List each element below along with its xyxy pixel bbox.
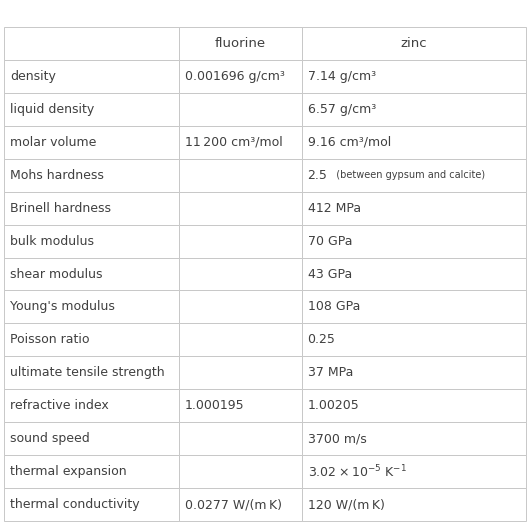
Bar — [179, 60, 302, 93]
Text: thermal expansion: thermal expansion — [10, 465, 126, 478]
Bar — [302, 356, 526, 389]
Bar — [179, 192, 302, 225]
Bar — [179, 27, 302, 60]
Bar — [179, 455, 302, 488]
Bar — [179, 225, 302, 258]
Text: 108 GPa: 108 GPa — [307, 300, 360, 313]
Text: $3.02\times10^{-5}\ \mathrm{K}^{-1}$: $3.02\times10^{-5}\ \mathrm{K}^{-1}$ — [307, 463, 406, 480]
Text: 1.000195: 1.000195 — [185, 399, 244, 412]
Text: Brinell hardness: Brinell hardness — [10, 202, 111, 215]
Text: 6.57 g/cm³: 6.57 g/cm³ — [307, 103, 376, 116]
Bar — [302, 323, 526, 356]
Text: 412 MPa: 412 MPa — [307, 202, 361, 215]
Bar — [4, 323, 179, 356]
Text: 9.16 cm³/mol: 9.16 cm³/mol — [307, 136, 391, 149]
Text: 70 GPa: 70 GPa — [307, 235, 352, 248]
Text: Poisson ratio: Poisson ratio — [10, 333, 89, 346]
Bar — [302, 159, 526, 192]
Bar — [302, 455, 526, 488]
Bar — [302, 258, 526, 290]
Text: Mohs hardness: Mohs hardness — [10, 169, 104, 182]
Text: 1.00205: 1.00205 — [307, 399, 359, 412]
Text: 0.25: 0.25 — [307, 333, 335, 346]
Bar — [302, 389, 526, 422]
Bar — [4, 488, 179, 521]
Bar — [4, 60, 179, 93]
Bar — [302, 126, 526, 159]
Bar — [179, 126, 302, 159]
Text: fluorine: fluorine — [215, 37, 266, 50]
Text: 7.14 g/cm³: 7.14 g/cm³ — [307, 70, 376, 83]
Text: 0.0277 W/(m K): 0.0277 W/(m K) — [185, 498, 282, 511]
Text: refractive index: refractive index — [10, 399, 109, 412]
Bar — [4, 258, 179, 290]
Text: 3700 m/s: 3700 m/s — [307, 432, 366, 445]
Bar — [4, 356, 179, 389]
Text: 43 GPa: 43 GPa — [307, 268, 352, 280]
Bar — [302, 422, 526, 455]
Bar — [302, 93, 526, 126]
Bar — [179, 290, 302, 323]
Bar — [302, 27, 526, 60]
Bar — [179, 323, 302, 356]
Bar — [302, 290, 526, 323]
Text: (between gypsum and calcite): (between gypsum and calcite) — [330, 170, 485, 180]
Text: thermal conductivity: thermal conductivity — [10, 498, 140, 511]
Bar — [4, 290, 179, 323]
Text: 120 W/(m K): 120 W/(m K) — [307, 498, 385, 511]
Text: shear modulus: shear modulus — [10, 268, 103, 280]
Bar — [4, 126, 179, 159]
Text: zinc: zinc — [400, 37, 427, 50]
Bar — [4, 93, 179, 126]
Bar — [302, 488, 526, 521]
Text: Young's modulus: Young's modulus — [10, 300, 115, 313]
Bar — [302, 192, 526, 225]
Bar — [4, 389, 179, 422]
Bar — [4, 455, 179, 488]
Bar — [179, 422, 302, 455]
Text: ultimate tensile strength: ultimate tensile strength — [10, 366, 165, 379]
Bar — [179, 356, 302, 389]
Bar — [179, 488, 302, 521]
Text: 0.001696 g/cm³: 0.001696 g/cm³ — [185, 70, 285, 83]
Text: 11 200 cm³/mol: 11 200 cm³/mol — [185, 136, 282, 149]
Bar — [302, 60, 526, 93]
Text: density: density — [10, 70, 56, 83]
Bar — [179, 159, 302, 192]
Bar — [4, 192, 179, 225]
Bar — [302, 225, 526, 258]
Bar — [4, 422, 179, 455]
Bar — [179, 93, 302, 126]
Text: molar volume: molar volume — [10, 136, 96, 149]
Bar — [4, 159, 179, 192]
Text: liquid density: liquid density — [10, 103, 94, 116]
Bar — [4, 225, 179, 258]
Bar — [4, 27, 179, 60]
Text: sound speed: sound speed — [10, 432, 90, 445]
Bar — [179, 258, 302, 290]
Text: bulk modulus: bulk modulus — [10, 235, 94, 248]
Text: 2.5: 2.5 — [307, 169, 327, 182]
Text: 37 MPa: 37 MPa — [307, 366, 353, 379]
Bar — [179, 389, 302, 422]
